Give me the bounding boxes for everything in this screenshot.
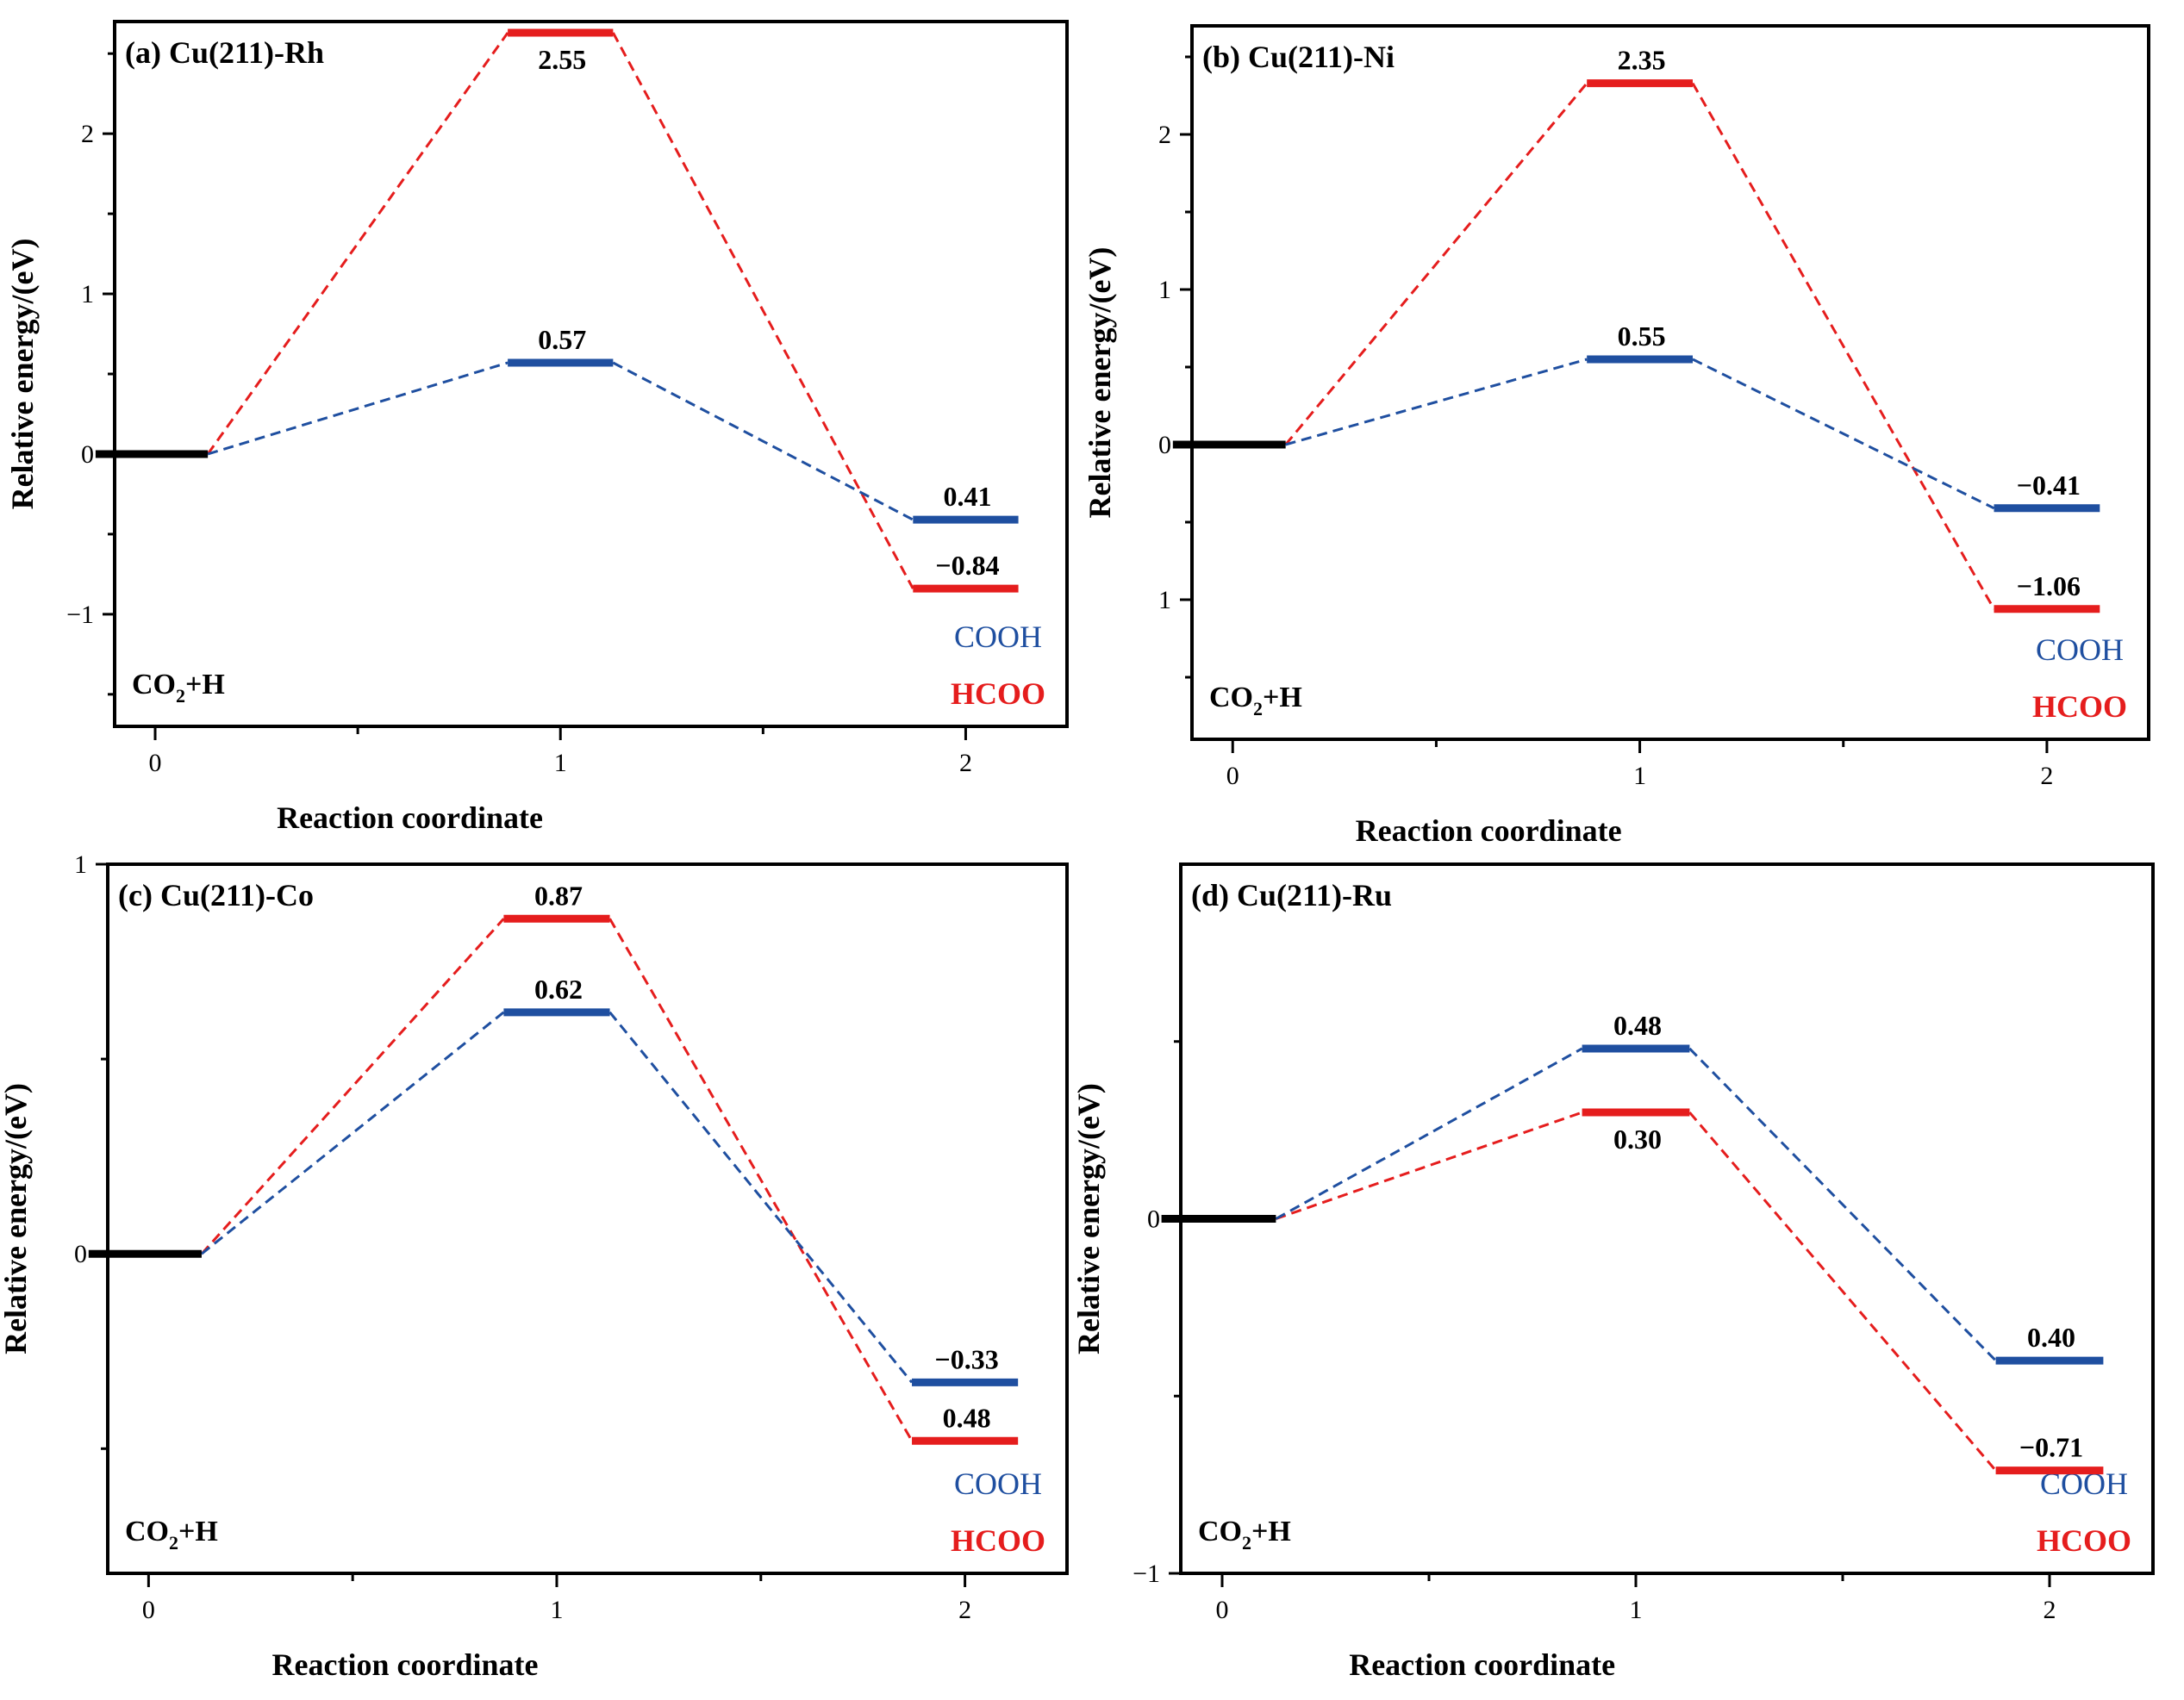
hcoo-value-label: 2.55 [538, 44, 586, 75]
cooh-value-label: 0.55 [1618, 321, 1666, 352]
y-tick-label: 0 [74, 1240, 87, 1268]
x-tick-label: 1 [554, 749, 567, 777]
x-tick-label: 1 [550, 1596, 563, 1624]
legend-hcoo: HCOO [951, 676, 1045, 711]
x-tick-label: 2 [958, 1596, 971, 1624]
cooh-value-label: 0.40 [2027, 1322, 2075, 1353]
cooh-value-label: 0.41 [943, 481, 991, 512]
cooh-value-label: 0.57 [538, 324, 586, 355]
legend-hcoo: HCOO [951, 1523, 1045, 1558]
cooh-value-label: 0.62 [534, 974, 583, 1005]
legend-cooh: COOH [954, 620, 1042, 654]
x-axis-label: Reaction coordinate [272, 1647, 539, 1682]
panel-title: (d) Cu(211)-Ru [1191, 878, 1392, 912]
cooh-connector [1275, 1047, 1583, 1220]
hcoo-connector [1275, 1111, 1583, 1220]
x-tick-label: 1 [1630, 1596, 1643, 1624]
cooh-value-label: −0.33 [934, 1343, 998, 1374]
y-axis-label: Relative energy/(eV) [5, 239, 40, 510]
x-tick-label: 2 [2040, 762, 2053, 790]
y-axis-label: Relative energy/(eV) [1083, 247, 1117, 519]
y-tick-label: 0 [1147, 1205, 1160, 1234]
x-tick-label: 2 [2044, 1596, 2056, 1624]
panel-title: (b) Cu(211)-Ni [1202, 40, 1395, 74]
y-tick-label: −1 [66, 601, 94, 629]
plot-frame [1190, 24, 2150, 741]
plot-frame [113, 20, 1069, 728]
initial-state-label: CO2+H [132, 669, 225, 707]
legend-hcoo: HCOO [2037, 1523, 2131, 1558]
chart-panel-a: 0 1 2 2 1 0 −1 Reaction coordinate Relative ener… [5, 20, 1069, 835]
hcoo-connector [206, 32, 509, 455]
hcoo-connector [1688, 1112, 1997, 1472]
x-tick-label: 1 [1633, 762, 1646, 790]
y-axis-label: Relative energy/(eV) [1071, 1083, 1106, 1354]
hcoo-value-label: 0.48 [943, 1402, 991, 1433]
y-tick-label: 1 [81, 280, 94, 308]
initial-state-label: CO2+H [125, 1516, 218, 1554]
hcoo-value-label: −0.71 [2019, 1432, 2083, 1463]
hcoo-value-label: −0.84 [935, 550, 999, 581]
x-axis-label: Reaction coordinate [1356, 813, 1622, 848]
cooh-value-label: 0.48 [1613, 1010, 1662, 1041]
y-tick-label: 1 [1158, 586, 1171, 614]
hcoo-connector [1284, 82, 1588, 445]
cooh-connector [200, 1011, 505, 1255]
x-tick-label: 0 [149, 749, 162, 777]
hcoo-value-label: 0.87 [534, 880, 583, 911]
cooh-value-label: −0.41 [2017, 470, 2081, 501]
chart-panel-c: 0 1 2 1 0 Reaction coordinate Relative energy/… [0, 850, 1069, 1682]
panel-title: (a) Cu(211)-Rh [125, 35, 324, 70]
hcoo-value-label: 0.30 [1613, 1124, 1662, 1155]
x-tick-label: 2 [959, 749, 972, 777]
legend-cooh: COOH [2036, 632, 2124, 667]
x-tick-label: 0 [1216, 1596, 1229, 1624]
panel-title: (c) Cu(211)-Co [118, 878, 314, 912]
hcoo-connector [1691, 82, 1995, 610]
x-tick-label: 0 [1226, 762, 1239, 790]
cooh-connector [1692, 358, 1995, 510]
x-axis-label: Reaction coordinate [1349, 1647, 1615, 1682]
legend-hcoo: HCOO [2032, 689, 2127, 724]
hcoo-connector [608, 918, 914, 1442]
y-tick-label: 1 [74, 850, 87, 879]
legend-cooh: COOH [954, 1466, 1042, 1501]
x-tick-label: 0 [142, 1596, 155, 1624]
initial-state-label: CO2+H [1198, 1516, 1291, 1554]
chart-panel-d: 0 1 2 0 −1 Reaction coordinate Relative energy… [1071, 862, 2155, 1682]
cooh-connector [1285, 358, 1588, 446]
initial-state-label: CO2+H [1209, 682, 1302, 719]
y-axis-label: Relative energy/(eV) [0, 1083, 33, 1354]
y-tick-label: 0 [81, 440, 94, 469]
y-tick-label: 0 [1158, 431, 1171, 459]
y-tick-label: 2 [1158, 121, 1171, 149]
y-tick-label: 1 [1158, 276, 1171, 304]
hcoo-connector [200, 918, 505, 1255]
y-tick-label: 2 [81, 120, 94, 148]
x-axis-label: Reaction coordinate [277, 800, 543, 835]
cooh-connector [1688, 1047, 1997, 1362]
cooh-connector [207, 361, 509, 456]
plot-frame [106, 862, 1069, 1575]
cooh-connector [612, 361, 914, 521]
y-tick-label: −1 [1133, 1560, 1160, 1588]
chart-panel-b: 0 1 2 2 1 0 1 Reaction coordinate Relative energ… [1083, 24, 2150, 848]
hcoo-connector [612, 32, 914, 589]
hcoo-value-label: −1.06 [2017, 570, 2081, 601]
cooh-connector [608, 1011, 914, 1384]
hcoo-value-label: 2.35 [1618, 45, 1666, 76]
